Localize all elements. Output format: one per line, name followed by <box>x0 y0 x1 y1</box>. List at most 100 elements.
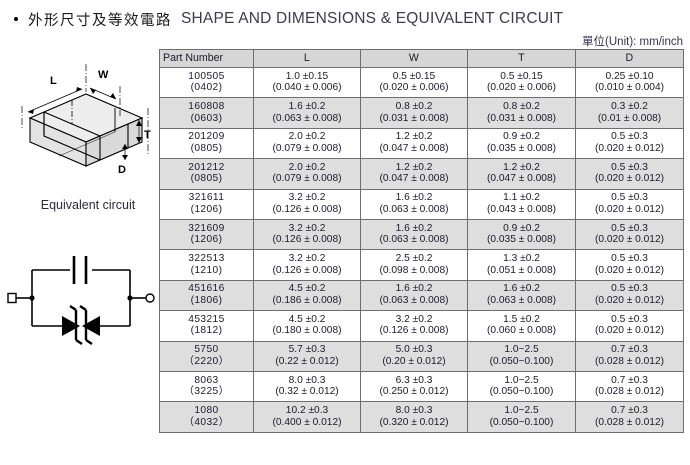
table-row: 321611 (1206) 3.2 ±0.2 (0.126 ± 0.008) 1.6 ±… <box>159 188 684 221</box>
dimension-l-inch: (0.063 ± 0.008) <box>272 112 342 124</box>
cell-dimension-w: 1.2 ±0.2 (0.047 ± 0.008) <box>360 158 468 190</box>
cell-dimension-d: 0.7 ±0.3 (0.028 ± 0.012) <box>575 340 684 373</box>
cell-dimension-l: 2.0 ±0.2 (0.079 ± 0.008) <box>253 158 361 190</box>
dimension-w-inch: (0.20 ± 0.012) <box>382 355 446 367</box>
dimension-w-mm: 2.5 ±0.2 <box>395 252 433 264</box>
part-number-mm: 451616 <box>188 283 225 295</box>
cell-dimension-w: 8.0 ±0.3 (0.320 ± 0.012) <box>360 401 468 433</box>
dimension-d-inch: (0.020 ± 0.012) <box>594 203 665 215</box>
dimension-t-inch: (0.060 ± 0.008) <box>486 325 557 337</box>
dimension-w-mm: 5.0 ±0.3 <box>395 344 433 356</box>
junction-dots <box>29 295 133 301</box>
part-number-inch: (1206) <box>190 203 223 215</box>
label-thickness: T <box>144 129 151 141</box>
part-number-mm: 5750 <box>194 344 219 356</box>
dimension-d-mm: 0.7 ±0.3 <box>611 374 648 386</box>
part-number-inch: (1812) <box>190 325 223 337</box>
cell-dimension-d: 0.5 ±0.3 (0.020 ± 0.012) <box>575 127 684 160</box>
table-row: 201209 (0805) 2.0 ±0.2 (0.079 ± 0.008) 1.2 ±… <box>159 127 684 160</box>
dimension-d-mm: 0.7 ±0.3 <box>611 404 648 416</box>
cell-dimension-w: 1.6 ±0.2 (0.063 ± 0.008) <box>360 219 468 251</box>
dimension-l-mm: 2.0 ±0.2 <box>288 131 326 143</box>
section-header: 外形尺寸及等效電路 SHAPE AND DIMENSIONS & EQUIVAL… <box>0 6 690 32</box>
dimension-l-inch: (0.079 ± 0.008) <box>272 143 342 155</box>
dimension-t-mm: 0.5 ±0.15 <box>500 70 543 82</box>
dimension-w-inch: (0.063 ± 0.008) <box>379 203 449 215</box>
dimension-t-mm: 1.0~2.5 <box>504 374 539 386</box>
column-header-part-number: Part Number <box>159 49 254 68</box>
cell-dimension-d: 0.7 ±0.3 (0.028 ± 0.012) <box>575 371 684 403</box>
column-header-w: W <box>360 49 468 68</box>
dimension-l-inch: (0.126 ± 0.008) <box>272 264 342 276</box>
dimension-d-mm: 0.5 ±0.3 <box>611 313 648 325</box>
dimension-d-inch: (0.028 ± 0.012) <box>594 416 665 428</box>
dimension-t-inch: (0.051 ± 0.008) <box>486 264 557 276</box>
cell-dimension-t: 1.5 ±0.2 (0.060 ± 0.008) <box>467 310 576 342</box>
cell-dimension-d: 0.5 ±0.3 (0.020 ± 0.012) <box>575 219 684 251</box>
part-number-inch: （2220） <box>183 355 230 367</box>
equivalent-circuit-svg <box>7 256 155 345</box>
cell-dimension-d: 0.7 ±0.3 (0.028 ± 0.012) <box>575 401 684 433</box>
column-header-d: D <box>575 49 684 68</box>
cell-dimension-d: 0.5 ±0.3 (0.020 ± 0.012) <box>575 279 684 312</box>
dimension-d-mm: 0.5 ±0.3 <box>611 283 648 295</box>
label-termination: D <box>118 164 126 176</box>
label-width: W <box>98 69 109 81</box>
dimension-l-mm: 10.2 ±0.3 <box>285 404 329 416</box>
cell-part-number: 100505 (0402) <box>159 66 254 99</box>
cell-dimension-t: 0.5 ±0.15 (0.020 ± 0.006) <box>467 66 576 99</box>
cell-part-number: 321611 (1206) <box>159 188 254 221</box>
table-row: 1080 （4032） 10.2 ±0.3 (0.400 ± 0.012) 8.0 ±0… <box>159 401 684 433</box>
dimensions-table: Part Number L W T D 100505 (0402) 1.0 ±0.1… <box>159 49 684 433</box>
equivalent-circuit-diagram <box>4 248 159 348</box>
part-number-mm: 201209 <box>188 131 225 143</box>
cell-dimension-t: 1.0~2.5 (0.050~0.100) <box>467 401 576 433</box>
cell-dimension-w: 1.6 ±0.2 (0.063 ± 0.008) <box>360 279 468 312</box>
dimension-t-mm: 1.3 ±0.2 <box>503 252 540 264</box>
dimension-d-mm: 0.5 ±0.3 <box>611 192 648 204</box>
part-number-mm: 100505 <box>188 70 225 82</box>
dimension-l-inch: (0.126 ± 0.008) <box>272 234 342 246</box>
dimension-l-inch: (0.040 ± 0.006) <box>272 82 342 94</box>
cell-dimension-t: 1.2 ±0.2 (0.047 ± 0.008) <box>467 158 576 190</box>
part-number-mm: 453215 <box>188 313 225 325</box>
dimension-l-mm: 3.2 ±0.2 <box>288 222 326 234</box>
dimension-w-inch: (0.031 ± 0.008) <box>379 112 449 124</box>
dimension-d-mm: 0.5 ±0.3 <box>611 222 648 234</box>
cell-dimension-w: 0.8 ±0.2 (0.031 ± 0.008) <box>360 97 468 129</box>
dimension-d-mm: 0.25 ±0.10 <box>605 70 654 82</box>
dimension-d-inch: (0.020 ± 0.012) <box>594 173 665 185</box>
dimension-w-inch: (0.063 ± 0.008) <box>379 234 449 246</box>
dimension-d-inch: (0.028 ± 0.012) <box>594 386 665 398</box>
left-terminal <box>7 292 17 304</box>
cell-dimension-w: 2.5 ±0.2 (0.098 ± 0.008) <box>360 249 468 281</box>
part-number-mm: 321609 <box>188 222 225 234</box>
cell-part-number: 453215 (1812) <box>159 310 254 342</box>
cell-dimension-d: 0.3 ±0.2 (0.01 ± 0.008) <box>575 97 684 129</box>
cell-dimension-w: 3.2 ±0.2 (0.126 ± 0.008) <box>360 310 468 342</box>
dimension-t-mm: 1.2 ±0.2 <box>503 161 540 173</box>
column-header-t: T <box>467 49 576 68</box>
dimension-l-inch: (0.186 ± 0.008) <box>272 295 342 307</box>
cell-dimension-l: 1.6 ±0.2 (0.063 ± 0.008) <box>253 97 361 129</box>
dimension-w-mm: 0.8 ±0.2 <box>395 100 433 112</box>
part-number-inch: (0805) <box>190 173 223 185</box>
table-row: 451616 (1806) 4.5 ±0.2 (0.186 ± 0.008) 1.6 ±… <box>159 279 684 312</box>
cell-dimension-l: 4.5 ±0.2 (0.180 ± 0.008) <box>253 310 361 342</box>
dimension-t-mm: 1.6 ±0.2 <box>503 283 540 295</box>
dimension-t-inch: (0.035 ± 0.008) <box>486 143 557 155</box>
cell-part-number: 201212 (0805) <box>159 158 254 190</box>
dimension-d-mm: 0.5 ±0.3 <box>611 131 648 143</box>
dimension-w-inch: (0.098 ± 0.008) <box>379 264 449 276</box>
cell-dimension-d: 0.5 ±0.3 (0.020 ± 0.012) <box>575 188 684 221</box>
cell-dimension-l: 3.2 ±0.2 (0.126 ± 0.008) <box>253 219 361 251</box>
dimension-t-mm: 1.0~2.5 <box>504 344 539 356</box>
cell-part-number: 321609 (1206) <box>159 219 254 251</box>
part-number-inch: (0805) <box>190 143 223 155</box>
dimension-t-inch: (0.050~0.100) <box>489 355 554 367</box>
dimension-d-mm: 0.3 ±0.2 <box>611 100 648 112</box>
dimension-w-inch: (0.020 ± 0.006) <box>379 82 449 94</box>
page-title-chinese: 外形尺寸及等效電路 <box>28 12 172 29</box>
part-number-inch: (0402) <box>190 82 223 94</box>
dimension-w-mm: 1.2 ±0.2 <box>395 131 433 143</box>
